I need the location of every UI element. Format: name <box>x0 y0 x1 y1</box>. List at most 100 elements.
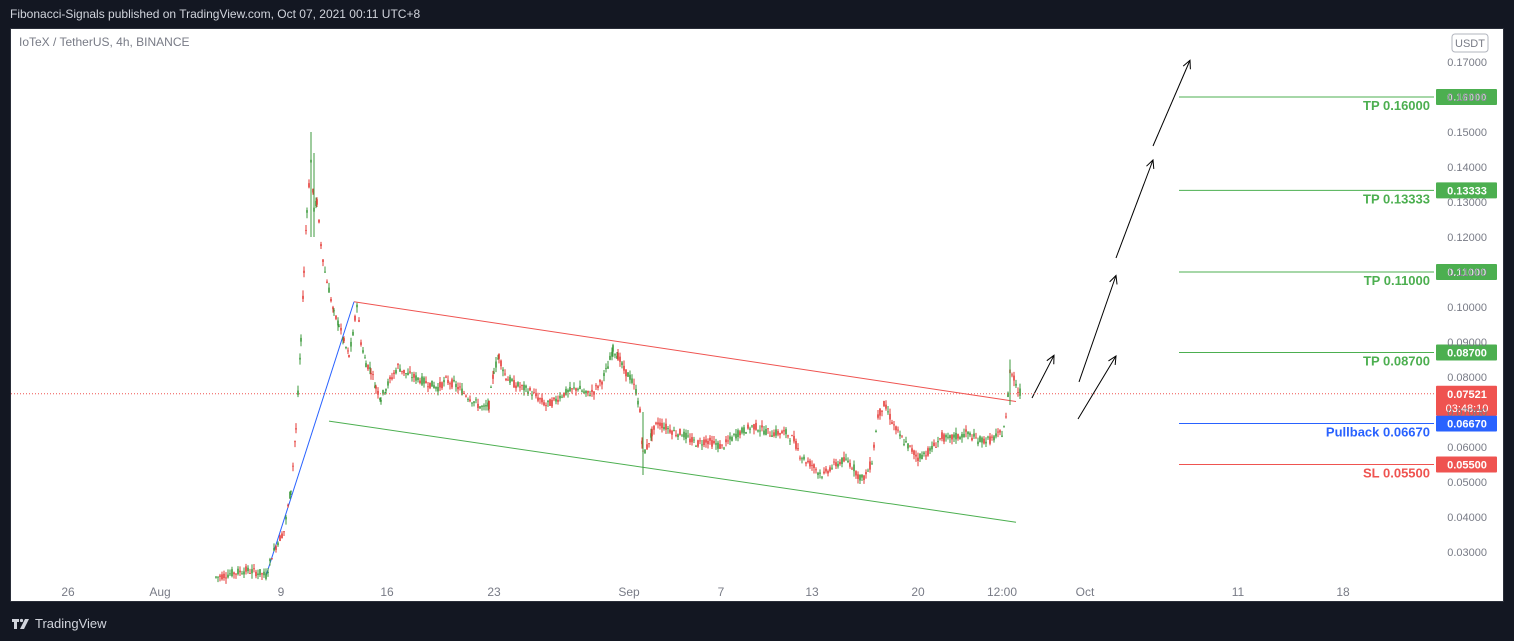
candle-body <box>217 576 219 578</box>
level-badge-value: 0.16000 <box>1447 92 1487 104</box>
y-tick-label: 0.07000 <box>1447 407 1487 419</box>
candle-body <box>533 392 535 394</box>
candle-body <box>369 367 371 370</box>
candle-body <box>483 405 485 407</box>
candle-body <box>249 572 251 574</box>
price-chart[interactable]: IoTeX / TetherUS, 4h, BINANCE USDT TP 0.… <box>11 29 1505 603</box>
candle-body <box>345 347 347 349</box>
candle-body <box>601 381 603 385</box>
candle-body <box>342 337 344 341</box>
channel-lower-line[interactable] <box>328 420 1017 523</box>
candle-body <box>923 452 925 455</box>
candle-body <box>751 425 753 427</box>
candle-body <box>443 380 445 383</box>
candle-body <box>699 440 701 442</box>
target-arrow[interactable] <box>1152 60 1191 147</box>
candle-body <box>727 440 729 442</box>
candle-body <box>1013 375 1015 381</box>
candle-body <box>949 435 951 438</box>
candle-body <box>275 546 277 550</box>
candle-body <box>987 436 989 438</box>
candle-body <box>723 447 725 449</box>
candle-body <box>805 462 807 464</box>
candle-body <box>907 443 909 449</box>
candle-body <box>337 320 339 326</box>
target-arrow[interactable] <box>1077 355 1117 420</box>
candle-body <box>531 394 533 396</box>
candle-body <box>629 374 631 380</box>
candle-body <box>535 393 537 397</box>
candle-body <box>439 381 441 388</box>
candle-body <box>947 436 949 438</box>
last-price-badge[interactable] <box>1436 385 1497 416</box>
candle-body <box>931 445 933 450</box>
level-badge <box>1436 456 1497 473</box>
candle-body <box>519 386 521 388</box>
candle-body <box>951 434 953 440</box>
target-arrow[interactable] <box>1031 355 1055 399</box>
drawing-layer[interactable] <box>265 59 1191 576</box>
candle-body <box>941 432 943 439</box>
x-tick-label: 16 <box>380 585 394 599</box>
candle-body <box>431 380 433 387</box>
candle-body <box>789 440 791 442</box>
candle-body <box>221 574 223 580</box>
candle-body <box>399 368 401 372</box>
chart-frame[interactable]: IoTeX / TetherUS, 4h, BINANCE USDT TP 0.… <box>10 28 1504 602</box>
candle-body <box>577 388 579 390</box>
axis-layer: 0.17000 0.16000 0.15000 0.14000 0.13000 0.120… <box>61 57 1487 599</box>
candle-body <box>393 372 395 375</box>
candle-body <box>453 379 455 382</box>
candle-body <box>495 361 497 368</box>
candle-body <box>721 444 723 446</box>
candle-body <box>709 437 711 441</box>
usdt-badge[interactable]: USDT <box>1451 33 1489 53</box>
candle-body <box>957 434 959 439</box>
target-arrow[interactable] <box>1078 275 1117 383</box>
candle-body <box>791 435 793 437</box>
candle-body <box>915 454 917 457</box>
candle-body <box>811 464 813 466</box>
candle-body <box>895 426 897 431</box>
candle-body <box>929 448 931 451</box>
target-arrow[interactable] <box>1115 159 1154 259</box>
channel-upper-line[interactable] <box>353 301 1017 402</box>
levels-layer[interactable]: TP 0.16000 0.16000 TP 0.13333 0.13333 TP 0.1… <box>11 89 1497 481</box>
candle-body <box>769 435 771 437</box>
candle-body <box>358 320 360 322</box>
candle-body <box>713 440 715 444</box>
candle-body <box>945 435 947 438</box>
candle-body <box>285 516 287 520</box>
candle-body <box>507 379 509 381</box>
candle-body <box>973 433 975 437</box>
arrow-head <box>1108 355 1117 366</box>
candle-body <box>757 430 759 432</box>
x-tick-label: Oct <box>1076 585 1095 599</box>
candle-body <box>705 439 707 443</box>
candle-body <box>455 384 457 388</box>
candle-body <box>905 441 907 443</box>
candle-body <box>599 379 601 383</box>
candle-body <box>919 453 921 459</box>
candle-body <box>881 410 883 412</box>
candle-body <box>449 383 451 385</box>
candle-body <box>885 404 887 409</box>
candle-body <box>611 351 613 357</box>
candle-body <box>347 350 349 352</box>
candle-body <box>979 436 981 442</box>
candle-body <box>481 406 483 408</box>
candle-body <box>471 402 473 404</box>
candle-body <box>865 472 867 475</box>
impulse-line[interactable] <box>265 301 355 576</box>
candle-body <box>965 429 967 432</box>
candle-body <box>261 573 263 575</box>
candle-body <box>225 577 227 579</box>
candle-body <box>821 476 823 478</box>
candle-body <box>745 432 747 434</box>
candle-body <box>415 375 417 381</box>
candle-body <box>637 400 639 405</box>
candle-body <box>719 444 721 449</box>
y-tick-label: 0.04000 <box>1447 512 1487 524</box>
candle-body <box>687 435 689 437</box>
candle-body <box>479 406 481 409</box>
